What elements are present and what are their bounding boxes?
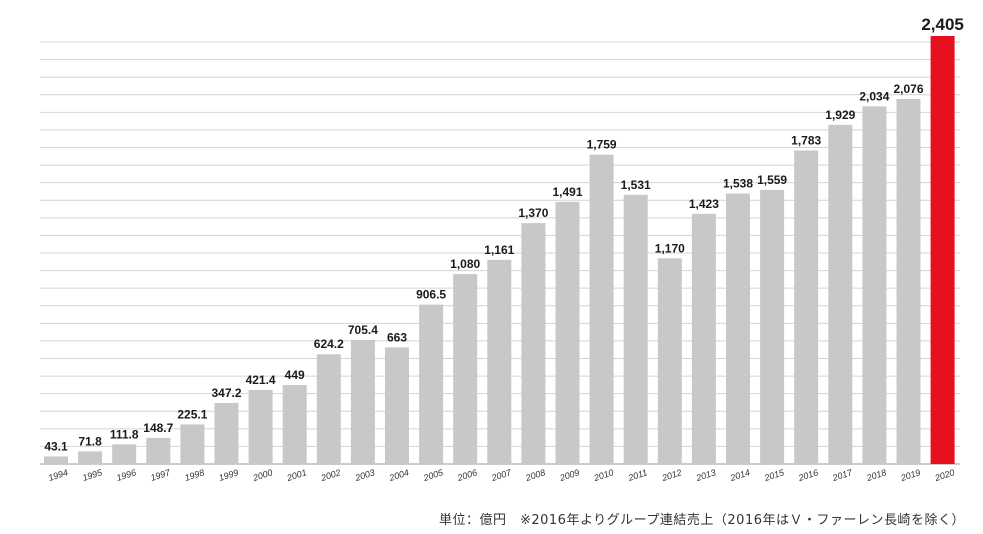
x-tick-label-2009: 2009 xyxy=(558,467,581,483)
bar-2000 xyxy=(248,389,273,464)
value-label-2004: 663 xyxy=(387,330,407,344)
x-tick-label-2001: 2001 xyxy=(285,467,308,483)
bar-2002 xyxy=(316,354,341,464)
value-label-2009: 1,491 xyxy=(552,185,582,199)
x-tick-label-2013: 2013 xyxy=(694,467,717,483)
x-tick-label-2000: 2000 xyxy=(251,467,274,483)
x-tick-label-2020: 2020 xyxy=(933,467,956,483)
bar-1998 xyxy=(180,424,205,464)
value-label-2018: 2,034 xyxy=(859,89,889,103)
bar-2016 xyxy=(794,150,819,464)
bar-2011 xyxy=(623,194,648,464)
x-tick-label-2016: 2016 xyxy=(796,467,819,483)
bar-2007 xyxy=(487,259,512,464)
x-tick-label-2002: 2002 xyxy=(319,467,342,483)
bar-2019 xyxy=(896,98,921,464)
value-label-1998: 225.1 xyxy=(177,407,207,421)
x-tick-label-1994: 1994 xyxy=(47,467,69,483)
x-tick-label-1998: 1998 xyxy=(183,467,205,483)
bar-2013 xyxy=(691,213,716,464)
x-tick-label-2017: 2017 xyxy=(830,467,854,483)
value-label-2015: 1,559 xyxy=(757,173,787,187)
bar-2020 xyxy=(930,36,955,464)
value-label-2020: 2,405 xyxy=(921,15,964,34)
bar-2006 xyxy=(453,274,478,464)
x-tick-label-2003: 2003 xyxy=(353,467,376,483)
unit-footnote: 単位：億円 ※2016年よりグループ連結売上（2016年はＶ・ファーレン長崎を除… xyxy=(438,513,965,528)
bar-2012 xyxy=(657,258,682,464)
value-label-1999: 347.2 xyxy=(211,386,241,400)
value-label-2000: 421.4 xyxy=(246,373,276,387)
bar-2009 xyxy=(555,201,580,464)
x-tick-label-1997: 1997 xyxy=(149,467,172,483)
value-label-2005: 906.5 xyxy=(416,288,446,302)
bar-1997 xyxy=(146,437,171,464)
x-tick-label-2014: 2014 xyxy=(728,467,751,483)
x-tick-label-2019: 2019 xyxy=(899,467,922,483)
bar-1995 xyxy=(78,451,103,464)
x-tick-label-2006: 2006 xyxy=(455,467,478,483)
x-tick-label-2018: 2018 xyxy=(864,467,887,483)
value-label-2002: 624.2 xyxy=(314,337,344,351)
value-label-2011: 1,531 xyxy=(621,178,651,192)
bar-2004 xyxy=(385,347,409,464)
value-label-2010: 1,759 xyxy=(587,138,617,152)
x-tick-label-2004: 2004 xyxy=(387,467,410,483)
value-label-2006: 1,080 xyxy=(450,257,480,271)
bar-2003 xyxy=(350,339,375,464)
bar-2015 xyxy=(760,189,785,464)
bar-1999 xyxy=(214,402,239,464)
value-label-2001: 449 xyxy=(285,368,305,382)
bar-2014 xyxy=(726,193,750,464)
x-tick-label-1996: 1996 xyxy=(115,467,137,483)
value-label-2016: 1,783 xyxy=(791,133,821,147)
x-tick-label-2012: 2012 xyxy=(660,467,683,483)
x-tick-label-2008: 2008 xyxy=(523,467,546,483)
x-tick-label-1995: 1995 xyxy=(81,467,104,483)
x-tick-label-2015: 2015 xyxy=(762,467,786,483)
bar-2018 xyxy=(862,106,887,464)
value-label-2003: 705.4 xyxy=(348,323,378,337)
value-label-1995: 71.8 xyxy=(78,434,102,448)
value-label-1996: 111.8 xyxy=(110,427,139,441)
bars xyxy=(44,36,955,464)
value-label-2008: 1,370 xyxy=(518,206,548,220)
bar-2017 xyxy=(828,124,853,464)
value-labels: 43.1 71.8 111.8 148.7 225.1 347.2 421.4 449 624.… xyxy=(44,15,964,453)
bar-1996 xyxy=(112,444,137,464)
bar-2005 xyxy=(419,304,444,464)
value-label-1994: 43.1 xyxy=(44,439,68,453)
value-label-2019: 2,076 xyxy=(893,82,923,96)
value-label-1997: 148.7 xyxy=(143,421,173,435)
value-label-2012: 1,170 xyxy=(655,241,685,255)
x-tick-label-2011: 2011 xyxy=(626,467,648,483)
x-tick-label-2005: 2005 xyxy=(421,467,445,483)
x-tick-label-2010: 2010 xyxy=(592,467,615,483)
value-label-2007: 1,161 xyxy=(484,243,514,257)
value-label-2013: 1,423 xyxy=(689,197,719,211)
value-label-2014: 1,538 xyxy=(723,177,753,191)
value-label-2017: 1,929 xyxy=(825,108,855,122)
x-tick-labels: 1994 1995 1996 1997 1998 1999 2000 2001 2002 2003… xyxy=(47,467,956,483)
bar-2001 xyxy=(282,385,307,464)
bar-2010 xyxy=(589,154,614,464)
bar-1994 xyxy=(44,456,68,464)
x-tick-label-2007: 2007 xyxy=(489,467,513,483)
bar-2008 xyxy=(521,223,546,464)
x-tick-label-1999: 1999 xyxy=(218,467,240,483)
